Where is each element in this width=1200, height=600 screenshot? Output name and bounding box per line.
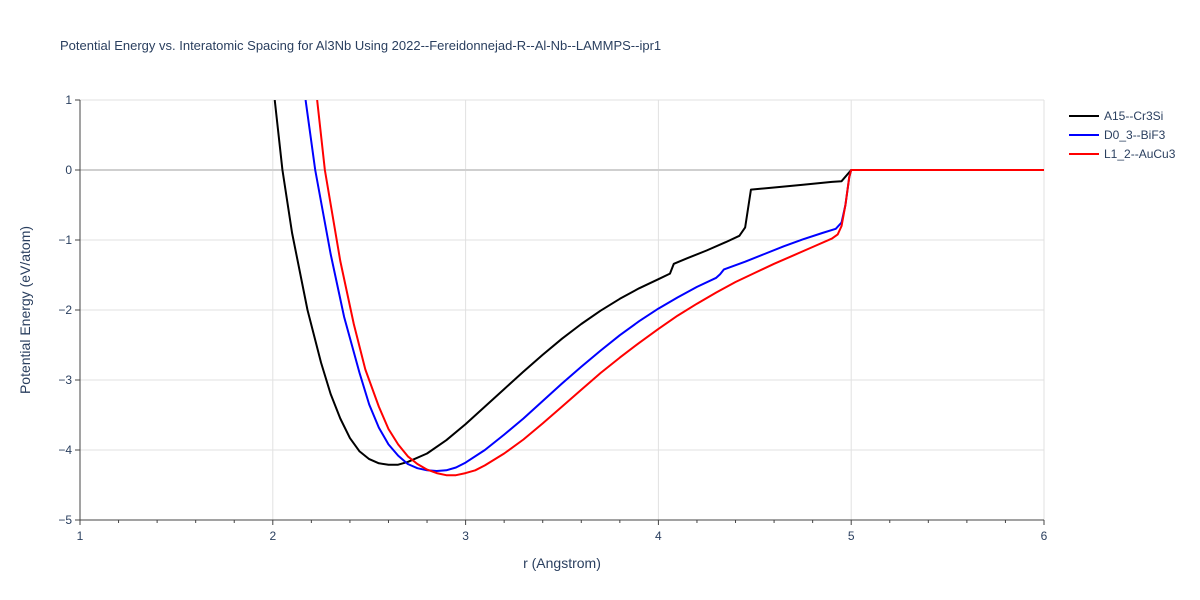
x-tick-labels: 1 2 3 4 5 6 [77,520,1048,543]
legend[interactable]: A15--Cr3Si D0_3--BiF3 L1_2--AuCu3 [1069,109,1176,161]
legend-label: A15--Cr3Si [1104,109,1163,123]
y-tick-labels: 1 0 −1 −2 −3 −4 −5 [58,93,80,527]
y-tick-label: −2 [58,303,72,317]
x-tick-label: 2 [269,529,276,543]
legend-item[interactable]: L1_2--AuCu3 [1069,147,1176,161]
legend-label: L1_2--AuCu3 [1104,147,1176,161]
y-tick-label: 1 [65,93,72,107]
chart-title: Potential Energy vs. Interatomic Spacing… [60,38,661,53]
series-line-l1-2-aucu3 [316,100,1044,477]
y-tick-label: −4 [58,443,72,457]
y-tick-label: −5 [58,513,72,527]
y-tick-label: −3 [58,373,72,387]
x-tick-label: 3 [462,529,469,543]
series-line-d0-3-bif3 [304,100,1044,472]
series-group [273,100,1044,477]
y-axis-title: Potential Energy (eV/atom) [17,226,33,394]
legend-item[interactable]: D0_3--BiF3 [1069,128,1166,142]
x-axis-title: r (Angstrom) [523,555,601,571]
grid-lines [80,99,1045,520]
series-line-a15-cr3si [273,100,1044,466]
legend-item[interactable]: A15--Cr3Si [1069,109,1163,123]
x-tick-label: 4 [655,529,662,543]
y-tick-label: −1 [58,233,72,247]
x-tick-label: 1 [77,529,84,543]
x-tick-label: 6 [1041,529,1048,543]
y-tick-label: 0 [65,163,72,177]
legend-label: D0_3--BiF3 [1104,128,1166,142]
x-tick-label: 5 [848,529,855,543]
